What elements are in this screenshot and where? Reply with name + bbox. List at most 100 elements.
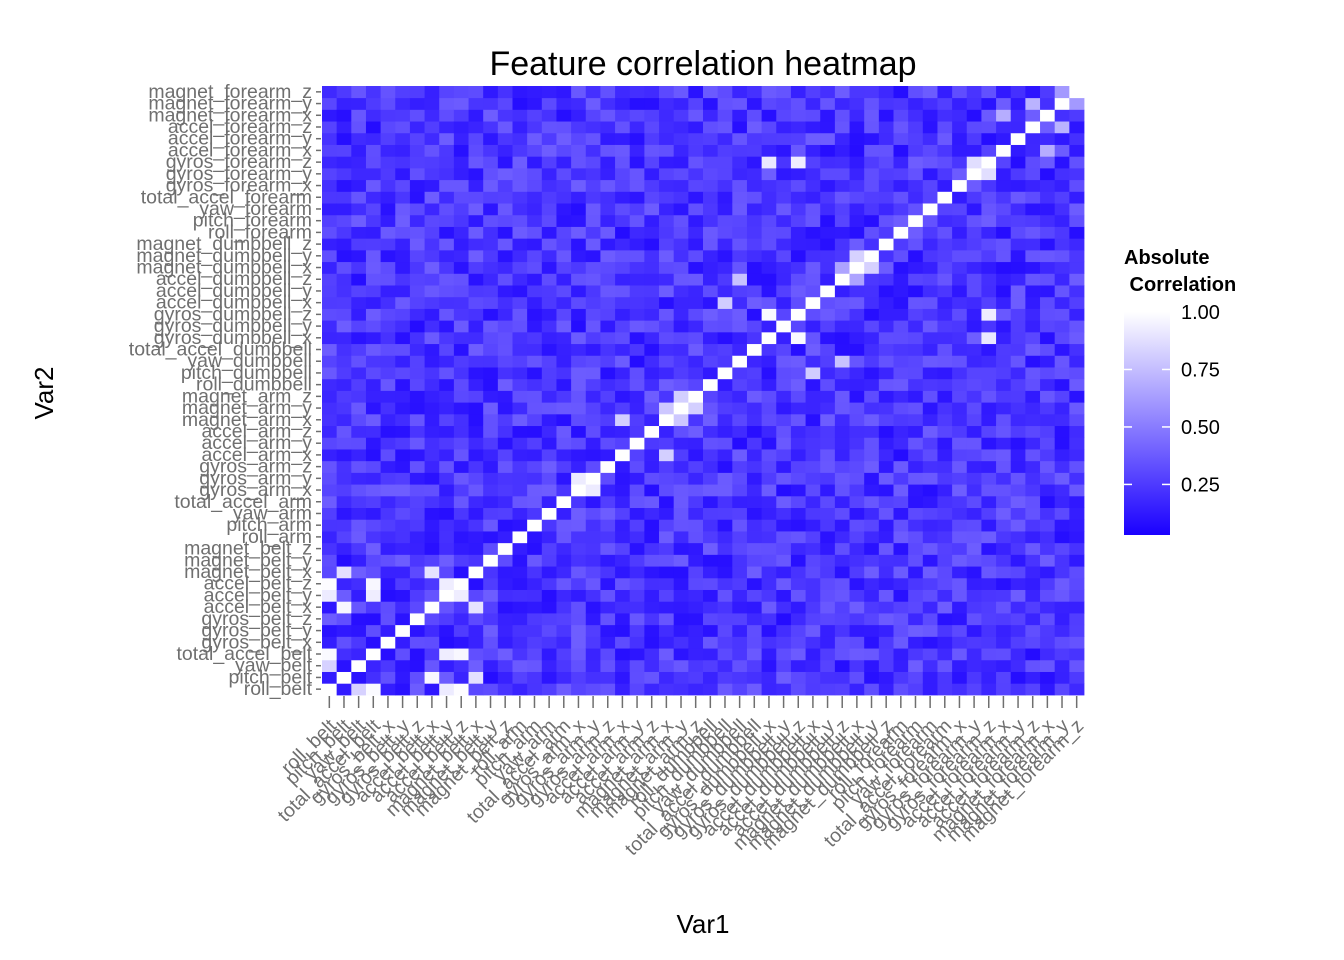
y-tick-label: accel_arm_z xyxy=(201,420,312,442)
heatmap-cell xyxy=(981,531,997,544)
heatmap-cell xyxy=(1040,308,1056,321)
heatmap-cell xyxy=(908,226,924,239)
heatmap-cell xyxy=(541,624,557,637)
heatmap-cell xyxy=(746,378,763,391)
heatmap-cell xyxy=(776,636,792,649)
heatmap-cell xyxy=(380,542,396,555)
heatmap-cell xyxy=(468,167,484,181)
heatmap-cell xyxy=(468,449,484,462)
heatmap-cell xyxy=(937,203,953,216)
heatmap-cell xyxy=(659,589,675,602)
heatmap-cell xyxy=(659,86,675,99)
heatmap-cell xyxy=(981,554,997,567)
heatmap-cell xyxy=(322,320,338,333)
heatmap-cell xyxy=(659,648,675,661)
heatmap-cell xyxy=(820,437,836,450)
heatmap-cell xyxy=(615,648,631,661)
heatmap-cell xyxy=(746,484,763,497)
heatmap-cell xyxy=(468,566,484,579)
heatmap-cell xyxy=(615,191,631,204)
heatmap-cell xyxy=(615,97,631,110)
heatmap-cell xyxy=(483,577,499,590)
y-tick-label: pitch_forearm xyxy=(193,210,312,232)
heatmap-cell xyxy=(776,167,792,181)
heatmap-cell xyxy=(380,648,396,661)
heatmap-cell xyxy=(395,554,411,567)
heatmap-cell xyxy=(380,449,396,462)
heatmap-cell xyxy=(351,167,367,181)
heatmap-cell xyxy=(703,179,719,192)
heatmap-cell xyxy=(571,121,587,134)
heatmap-cell xyxy=(717,425,733,438)
heatmap-cell xyxy=(703,238,719,251)
heatmap-cell xyxy=(1054,203,1070,216)
heatmap-cell xyxy=(409,191,425,204)
heatmap-cell xyxy=(380,191,396,204)
heatmap-cell xyxy=(1010,554,1026,567)
heatmap-cell xyxy=(937,460,953,473)
heatmap-cell xyxy=(937,390,953,403)
y-axis-ticks: roll_beltpitch_beltyaw_belttotal_accel_b… xyxy=(129,81,321,700)
heatmap-cell xyxy=(556,355,572,368)
heatmap-cell xyxy=(585,519,601,532)
heatmap-cell xyxy=(615,308,631,321)
heatmap-cell xyxy=(497,378,513,391)
heatmap-cell xyxy=(805,132,821,145)
heatmap-cell xyxy=(834,484,850,497)
heatmap-cell xyxy=(439,648,455,661)
heatmap-cell xyxy=(365,425,382,438)
heatmap-cell xyxy=(409,214,425,227)
heatmap-cell xyxy=(1025,249,1041,263)
heatmap-cell xyxy=(556,273,572,286)
heatmap-cell xyxy=(732,367,748,380)
heatmap-cell xyxy=(746,320,763,333)
heatmap-cell xyxy=(659,191,675,204)
heatmap-cell xyxy=(600,367,616,380)
heatmap-cell xyxy=(908,167,924,181)
heatmap-cell xyxy=(703,285,719,298)
heatmap-cell xyxy=(673,226,689,239)
heatmap-cell xyxy=(746,249,763,263)
heatmap-cell xyxy=(761,402,777,415)
heatmap-cell xyxy=(1054,589,1070,602)
heatmap-cell xyxy=(483,132,499,145)
heatmap-cell xyxy=(1010,531,1026,544)
heatmap-cell xyxy=(922,249,938,263)
heatmap-cell xyxy=(497,249,513,263)
heatmap-cell xyxy=(512,296,528,309)
heatmap-cell xyxy=(439,577,455,590)
heatmap-cell xyxy=(659,671,675,684)
heatmap-cell xyxy=(512,601,528,614)
heatmap-cell xyxy=(834,519,850,532)
heatmap-cell xyxy=(512,343,528,356)
heatmap-cell xyxy=(732,296,748,309)
heatmap-cell xyxy=(703,659,719,672)
heatmap-cell xyxy=(996,648,1012,661)
heatmap-cell xyxy=(922,519,938,532)
heatmap-cell xyxy=(966,285,982,298)
heatmap-cell xyxy=(732,542,748,555)
heatmap-cell xyxy=(468,636,484,649)
heatmap-cell xyxy=(659,472,675,485)
heatmap-cell xyxy=(571,378,587,391)
heatmap-cell xyxy=(409,378,425,391)
heatmap-cell xyxy=(746,683,763,696)
heatmap-cell xyxy=(497,425,513,438)
heatmap-cell xyxy=(1010,367,1026,380)
heatmap-cell xyxy=(585,378,601,391)
heatmap-cell xyxy=(703,367,719,380)
heatmap-cell xyxy=(351,542,367,555)
heatmap-cell xyxy=(703,331,719,345)
heatmap-cell xyxy=(805,214,821,227)
heatmap-cell xyxy=(790,331,806,345)
heatmap-cell xyxy=(483,121,499,134)
heatmap-cell xyxy=(483,413,499,427)
heatmap-cell xyxy=(1010,203,1026,216)
heatmap-cell xyxy=(439,179,455,192)
heatmap-cell xyxy=(453,531,469,544)
heatmap-cell xyxy=(585,109,601,122)
heatmap-cell xyxy=(878,460,894,473)
heatmap-cell xyxy=(336,484,352,497)
heatmap-cell xyxy=(922,495,938,509)
heatmap-cell xyxy=(395,507,411,520)
